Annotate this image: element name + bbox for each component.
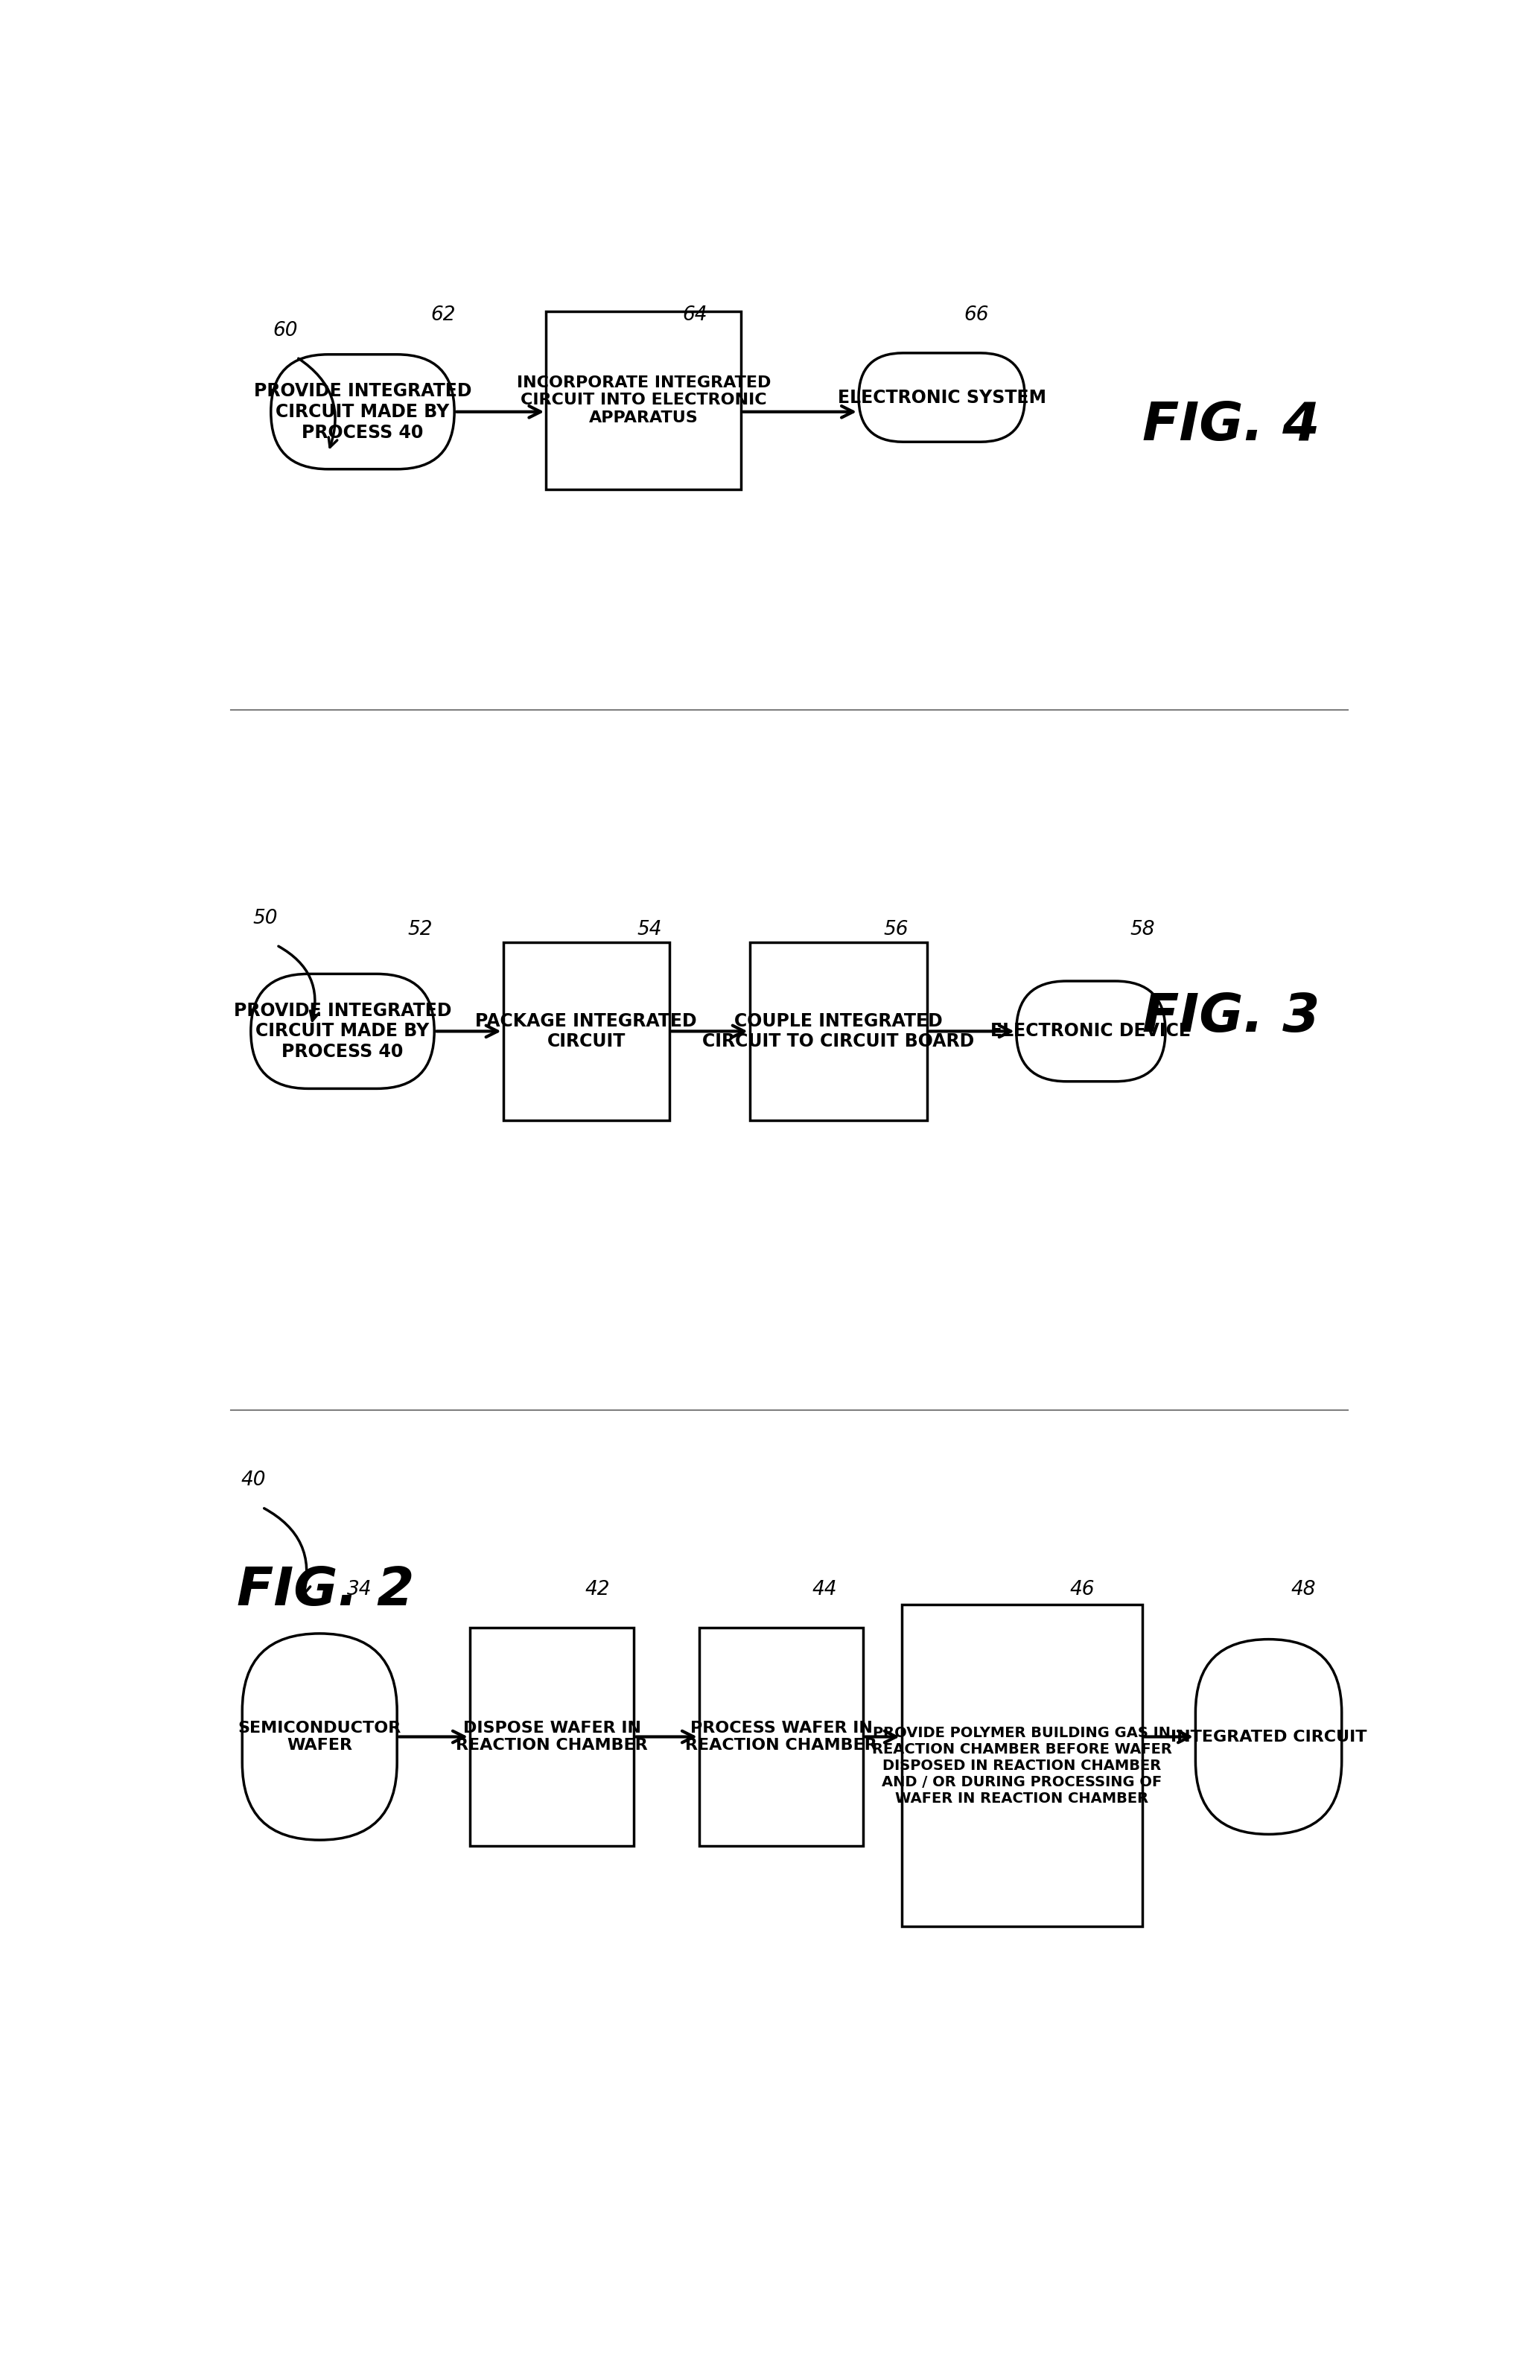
- Text: PROVIDE INTEGRATED
CIRCUIT MADE BY
PROCESS 40: PROVIDE INTEGRATED CIRCUIT MADE BY PROCE…: [234, 1002, 451, 1061]
- FancyBboxPatch shape: [271, 355, 454, 469]
- Text: 58: 58: [1130, 921, 1155, 940]
- Text: 56: 56: [884, 921, 909, 940]
- Text: 66: 66: [964, 305, 989, 324]
- Text: 50: 50: [253, 909, 277, 928]
- Text: 54: 54: [638, 921, 662, 940]
- Text: SEMICONDUCTOR
WAFER: SEMICONDUCTOR WAFER: [239, 1721, 402, 1752]
- Text: 40: 40: [242, 1471, 266, 1490]
- Bar: [547, 312, 741, 490]
- Bar: [901, 1604, 1143, 1925]
- Bar: [699, 1628, 862, 1847]
- Text: COUPLE INTEGRATED
CIRCUIT TO CIRCUIT BOARD: COUPLE INTEGRATED CIRCUIT TO CIRCUIT BOA…: [702, 1012, 975, 1050]
- Text: DISPOSE WAFER IN
REACTION CHAMBER: DISPOSE WAFER IN REACTION CHAMBER: [456, 1721, 648, 1752]
- Text: 44: 44: [812, 1580, 836, 1599]
- Text: 52: 52: [408, 921, 433, 940]
- FancyBboxPatch shape: [1195, 1640, 1341, 1835]
- Text: PACKAGE INTEGRATED
CIRCUIT: PACKAGE INTEGRATED CIRCUIT: [476, 1012, 698, 1050]
- Text: INTEGRATED CIRCUIT: INTEGRATED CIRCUIT: [1170, 1730, 1366, 1745]
- Text: 42: 42: [585, 1580, 610, 1599]
- Text: 34: 34: [348, 1580, 373, 1599]
- Text: PROVIDE INTEGRATED
CIRCUIT MADE BY
PROCESS 40: PROVIDE INTEGRATED CIRCUIT MADE BY PROCE…: [254, 383, 471, 440]
- Text: 64: 64: [682, 305, 708, 324]
- FancyBboxPatch shape: [251, 973, 434, 1088]
- Text: FIG. 4: FIG. 4: [1143, 400, 1320, 452]
- Text: 60: 60: [273, 321, 297, 340]
- Text: INCORPORATE INTEGRATED
CIRCUIT INTO ELECTRONIC
APPARATUS: INCORPORATE INTEGRATED CIRCUIT INTO ELEC…: [516, 376, 770, 426]
- Text: FIG. 3: FIG. 3: [1143, 990, 1320, 1042]
- Text: 48: 48: [1291, 1580, 1315, 1599]
- Text: 62: 62: [431, 305, 456, 324]
- Bar: [750, 942, 927, 1121]
- FancyBboxPatch shape: [1016, 981, 1166, 1081]
- FancyBboxPatch shape: [859, 352, 1026, 443]
- Text: ELECTRONIC SYSTEM: ELECTRONIC SYSTEM: [838, 388, 1046, 407]
- Text: PROCESS WAFER IN
REACTION CHAMBER: PROCESS WAFER IN REACTION CHAMBER: [685, 1721, 878, 1752]
- FancyBboxPatch shape: [242, 1633, 397, 1840]
- Bar: [470, 1628, 633, 1847]
- Text: PROVIDE POLYMER BUILDING GAS IN
REACTION CHAMBER BEFORE WAFER
DISPOSED IN REACTI: PROVIDE POLYMER BUILDING GAS IN REACTION…: [872, 1726, 1172, 1806]
- Text: ELECTRONIC DEVICE: ELECTRONIC DEVICE: [990, 1023, 1190, 1040]
- Text: 46: 46: [1070, 1580, 1095, 1599]
- Text: FIG. 2: FIG. 2: [237, 1564, 414, 1616]
- Bar: [504, 942, 670, 1121]
